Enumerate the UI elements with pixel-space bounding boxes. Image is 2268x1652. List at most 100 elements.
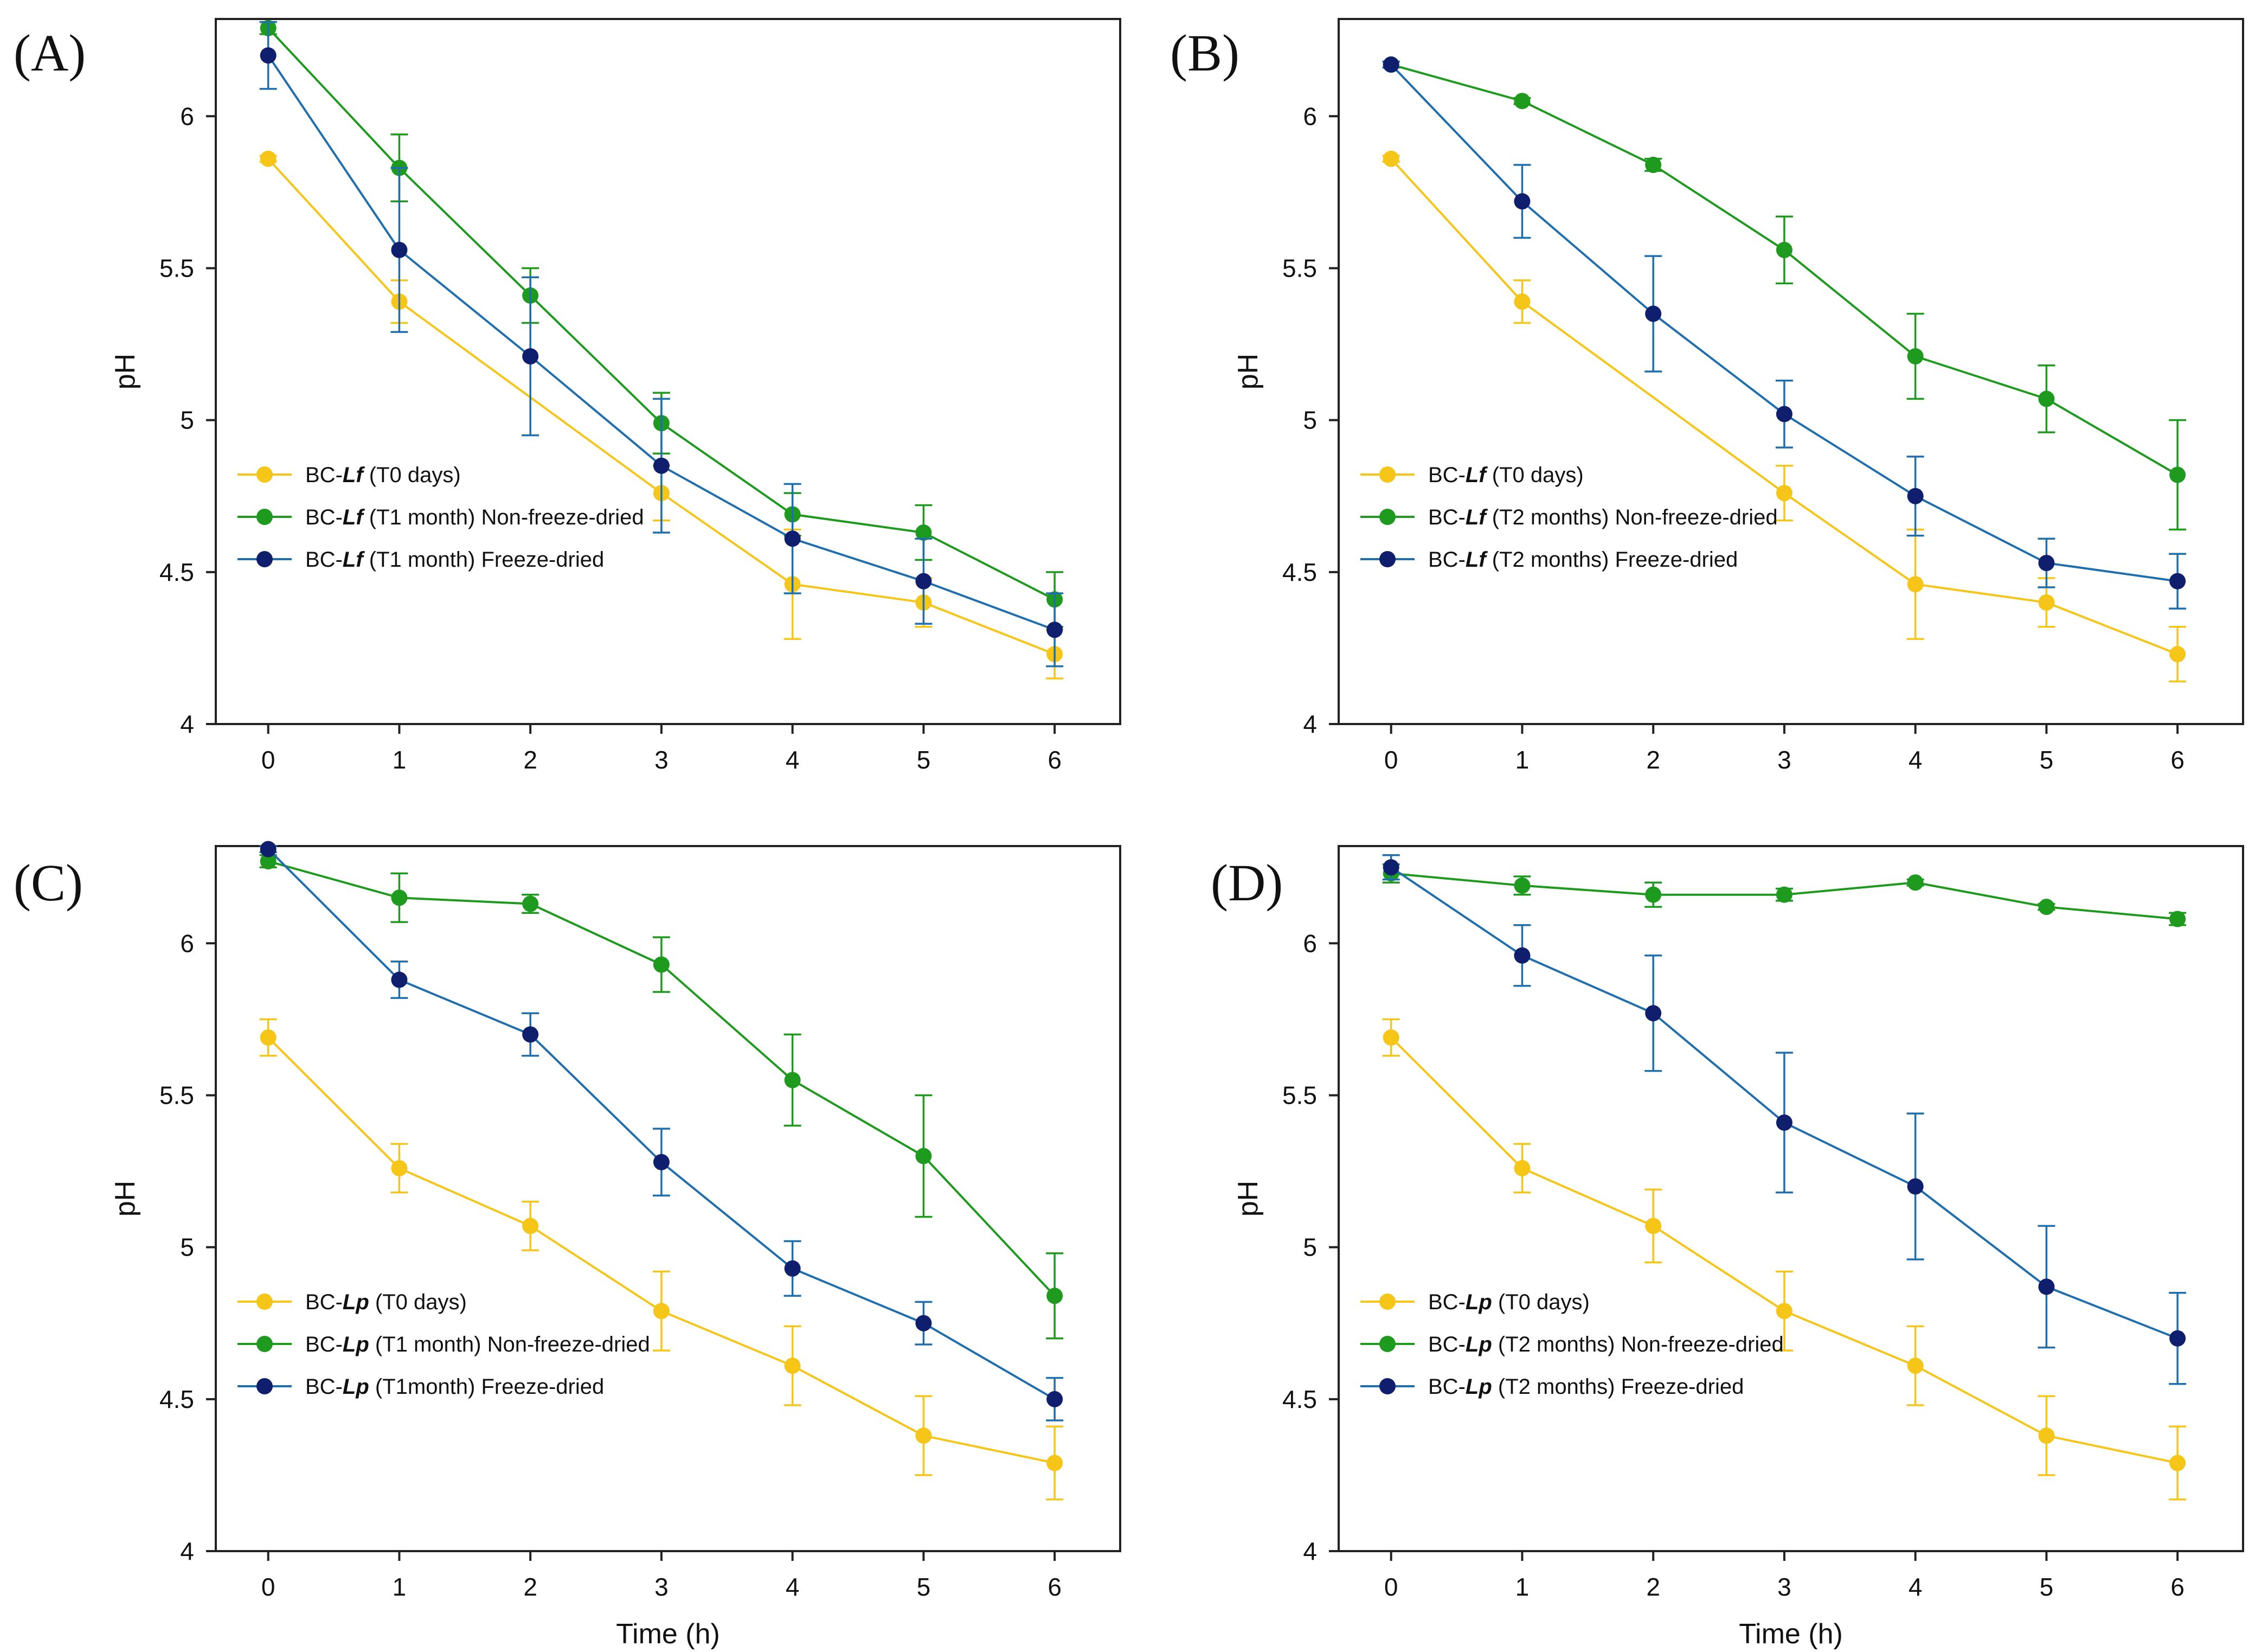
- legend-suffix: (T1 month) Non-freeze-dried: [363, 505, 644, 529]
- legend-prefix: BC-: [305, 1333, 343, 1356]
- series-line-t0: [267, 1036, 1055, 1464]
- legend-marker: [1379, 1336, 1396, 1352]
- x-tick-label: 5: [2040, 746, 2054, 774]
- legend-prefix: BC-: [1428, 1290, 1466, 1314]
- y-tick-label: 5: [1303, 1233, 1317, 1262]
- legend-suffix: (T0 days): [1486, 463, 1584, 487]
- x-tick-label: 0: [261, 746, 275, 774]
- legend-italic: Lf: [343, 463, 365, 487]
- legend-marker: [256, 1378, 273, 1394]
- legend-suffix: (T2 months) Non-freeze-dried: [1486, 505, 1778, 529]
- data-point: [2169, 646, 2186, 663]
- x-tick-label: 4: [1909, 1573, 1923, 1601]
- y-axis-title: pH: [1232, 354, 1264, 389]
- legend-marker: [256, 1294, 273, 1310]
- legend: BC-Lp (T0 days) BC-Lp (T2 months) Non-fre…: [1360, 1290, 1784, 1399]
- x-tick-label: 2: [1646, 746, 1660, 774]
- legend-label: BC-Lp (T0 days): [1428, 1290, 1590, 1314]
- legend-italic: Lf: [343, 548, 365, 572]
- legend-prefix: BC-: [305, 1375, 343, 1399]
- data-point: [653, 956, 670, 973]
- x-tick-label: 1: [1515, 746, 1530, 774]
- panel-label: (A): [14, 24, 86, 82]
- data-point: [915, 573, 932, 590]
- data-point: [522, 348, 539, 364]
- y-tick-label: 5.5: [1282, 254, 1317, 282]
- data-point: [1645, 886, 1662, 903]
- data-point: [391, 241, 408, 258]
- x-tick-label: 2: [1646, 1573, 1660, 1601]
- data-point: [2038, 555, 2055, 572]
- data-point: [1776, 406, 1792, 422]
- series-freeze: [259, 841, 1064, 1422]
- data-point: [522, 895, 539, 912]
- series-line-freeze: [267, 55, 1055, 631]
- legend-suffix: (T0 days): [369, 1290, 467, 1314]
- legend-label: BC-Lp (T0 days): [305, 1290, 467, 1314]
- legend-label: BC-Lf (T0 days): [1428, 463, 1584, 487]
- series-t0: [1382, 150, 2187, 683]
- y-tick-label: 5: [1303, 406, 1317, 434]
- data-point: [2169, 466, 2186, 483]
- data-point: [2038, 594, 2055, 611]
- plot-frame: [1338, 18, 2244, 725]
- data-point: [1046, 1288, 1063, 1304]
- x-tick-label: 2: [523, 1573, 537, 1601]
- y-tick-label: 4: [1303, 1537, 1317, 1565]
- x-tick-label: 5: [917, 1573, 931, 1601]
- y-tick-label: 4.5: [1282, 558, 1317, 586]
- series-nonfreeze: [259, 20, 1064, 628]
- legend-marker: [1379, 466, 1396, 483]
- x-tick-label: 5: [2040, 1573, 2054, 1601]
- x-tick-label: 0: [1384, 1573, 1398, 1601]
- x-tick-label: 3: [1777, 746, 1791, 774]
- series-nonfreeze: [1382, 863, 2187, 927]
- data-point: [1776, 886, 1792, 903]
- legend-label: BC-Lp (T2 months) Non-freeze-dried: [1428, 1333, 1784, 1356]
- legend-italic: Lp: [343, 1375, 369, 1399]
- series-nonfreeze: [1382, 56, 2187, 531]
- legend-suffix: (T1 month) Non-freeze-dried: [369, 1333, 650, 1356]
- x-tick-label: 1: [393, 1573, 407, 1601]
- x-tick-label: 4: [1909, 746, 1923, 774]
- x-tick-label: 3: [1777, 1573, 1791, 1601]
- legend-prefix: BC-: [1428, 505, 1466, 529]
- legend-marker: [256, 466, 273, 483]
- data-point: [522, 1026, 539, 1043]
- data-point: [2169, 911, 2186, 927]
- data-point: [915, 1148, 932, 1164]
- legend-italic: Lf: [1466, 548, 1488, 572]
- data-point: [260, 150, 277, 167]
- y-tick-label: 4: [1303, 710, 1317, 738]
- data-point: [260, 1029, 277, 1046]
- legend: BC-Lp (T0 days) BC-Lp (T1 month) Non-free…: [237, 1290, 650, 1399]
- x-tick-label: 0: [261, 1573, 275, 1601]
- x-tick-label: 3: [654, 1573, 669, 1601]
- x-tick-label: 1: [1515, 1573, 1530, 1601]
- y-tick-label: 6: [180, 102, 194, 130]
- x-tick-label: 6: [1048, 746, 1062, 774]
- series-freeze: [259, 21, 1064, 668]
- data-point: [2169, 573, 2186, 590]
- data-point: [653, 1303, 670, 1320]
- y-tick-label: 4.5: [159, 1385, 194, 1413]
- legend-italic: Lf: [1466, 505, 1488, 529]
- legend-prefix: BC-: [305, 463, 343, 487]
- legend-italic: Lp: [343, 1333, 369, 1356]
- data-point: [1907, 576, 1924, 593]
- legend-prefix: BC-: [305, 505, 343, 529]
- data-point: [1645, 1218, 1662, 1234]
- series-line-t0: [267, 158, 1055, 655]
- y-tick-label: 5.5: [159, 254, 194, 282]
- series-t0: [259, 1018, 1064, 1501]
- legend-label: BC-Lf (T0 days): [305, 463, 461, 487]
- data-point: [1645, 156, 1662, 173]
- legend-suffix: (T1month) Freeze-dried: [369, 1375, 604, 1399]
- legend-marker: [256, 551, 273, 567]
- plot-frame: [215, 18, 1121, 725]
- plot-frame: [1338, 845, 2244, 1552]
- legend-label: BC-Lp (T1 month) Non-freeze-dried: [305, 1333, 650, 1356]
- legend-prefix: BC-: [305, 548, 343, 572]
